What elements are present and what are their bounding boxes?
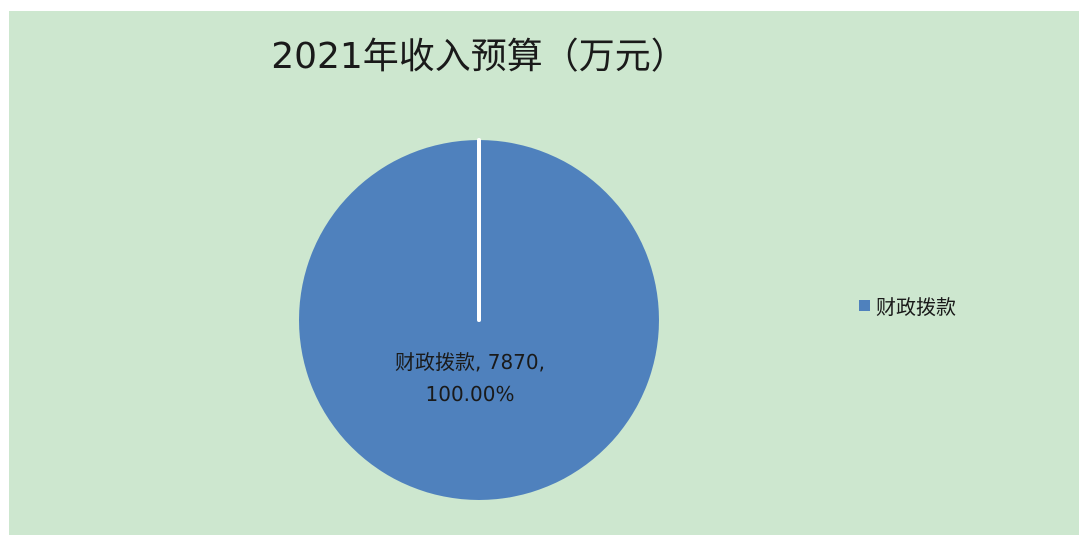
pie-slices [299, 138, 659, 500]
chart-area: 财政拨款, 7870, 100.00% 2021年收入预算（万元） 财政拨款 [9, 11, 1079, 535]
data-label-line2: 100.00% [426, 382, 515, 406]
legend: 财政拨款 [859, 291, 956, 320]
pie-chart: 财政拨款, 7870, 100.00% [9, 11, 1079, 535]
data-label-line1: 财政拨款, 7870, [395, 350, 545, 374]
legend-label: 财政拨款 [876, 295, 956, 319]
legend-swatch [859, 300, 870, 311]
chart-title: 2021年收入预算（万元） [271, 36, 687, 77]
